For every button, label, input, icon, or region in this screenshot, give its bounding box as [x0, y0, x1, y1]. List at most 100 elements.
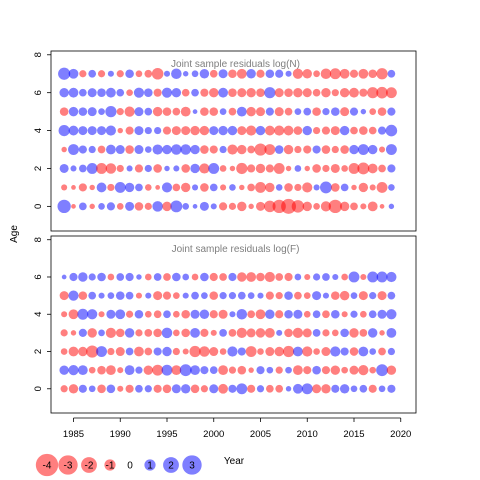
- residual-bubble: [125, 145, 134, 154]
- residual-bubble: [312, 365, 321, 375]
- residual-bubble: [191, 273, 199, 281]
- residual-bubble: [124, 328, 135, 338]
- residual-bubble: [313, 273, 321, 281]
- residual-bubble: [340, 107, 350, 117]
- legend-bubble: [144, 459, 156, 471]
- y-axis-title: Age: [9, 225, 20, 243]
- residual-bubble: [282, 345, 295, 358]
- residual-bubble: [125, 272, 134, 282]
- residual-bubble: [106, 87, 116, 98]
- residual-bubble: [265, 309, 275, 319]
- residual-bubble: [180, 182, 191, 193]
- residual-bubble: [294, 183, 302, 192]
- residual-bubble: [379, 146, 386, 153]
- y-tick-label: 6: [33, 274, 44, 279]
- residual-bubble: [340, 183, 349, 192]
- residual-bubble: [61, 146, 67, 153]
- residual-bubble: [71, 204, 76, 209]
- residual-bubble: [200, 88, 209, 97]
- residual-bubble: [88, 385, 96, 393]
- residual-bubble: [255, 125, 266, 136]
- residual-bubble: [218, 69, 228, 79]
- residual-bubble: [302, 88, 312, 98]
- residual-bubble: [180, 384, 191, 394]
- residual-bubble: [331, 309, 340, 319]
- residual-bubble: [151, 67, 164, 80]
- residual-bubble: [275, 292, 283, 300]
- residual-bubble: [181, 126, 191, 136]
- residual-bubble: [78, 126, 88, 136]
- residual-bubble: [219, 108, 227, 115]
- residual-bubble: [88, 273, 96, 281]
- residual-bubble: [358, 182, 369, 193]
- residual-bubble: [135, 183, 143, 192]
- residual-bubble: [125, 347, 134, 356]
- residual-bubble: [357, 162, 370, 175]
- plot-frame: [50, 50, 417, 232]
- residual-bubble: [201, 292, 208, 299]
- residual-bubble: [369, 348, 377, 355]
- residual-bubble: [199, 346, 210, 357]
- residual-bubble: [59, 107, 69, 116]
- residual-bubble: [98, 292, 105, 299]
- legend-label: -4: [43, 461, 52, 472]
- residual-bubble: [339, 68, 350, 79]
- residual-bubble: [330, 365, 341, 375]
- residual-bubble: [386, 365, 397, 375]
- residual-bubble: [106, 365, 116, 376]
- residual-bubble: [135, 292, 142, 299]
- residual-bubble: [339, 290, 350, 301]
- residual-bubble: [285, 165, 292, 172]
- residual-bubble: [246, 87, 256, 98]
- residual-bubble: [377, 107, 387, 116]
- residual-bubble: [303, 366, 312, 375]
- legend-label: -3: [64, 461, 73, 472]
- residual-bubble: [255, 181, 266, 193]
- residual-bubble: [369, 366, 377, 374]
- residual-bubble: [294, 108, 302, 115]
- residual-bubble: [265, 347, 275, 357]
- residual-bubble: [275, 384, 284, 393]
- residual-bubble: [227, 346, 238, 357]
- residual-bubble: [181, 328, 190, 338]
- residual-bubble: [255, 328, 266, 338]
- residual-bubble: [161, 364, 173, 376]
- residual-bubble: [293, 346, 303, 357]
- legend-bubble: [104, 459, 116, 471]
- residual-bubble: [341, 366, 348, 374]
- residual-bubble: [313, 203, 320, 210]
- residual-bubble: [265, 107, 274, 116]
- residual-bubble: [379, 204, 385, 209]
- residual-bubble: [181, 309, 190, 319]
- residual-bubble: [79, 70, 87, 78]
- residual-bubble: [116, 70, 124, 78]
- residual-bubble: [329, 68, 341, 80]
- residual-bubble: [180, 144, 191, 155]
- residual-bubble: [228, 69, 237, 79]
- residual-bubble: [237, 126, 247, 136]
- residual-bubble: [219, 202, 228, 211]
- residual-bubble: [61, 184, 68, 191]
- residual-bubble: [192, 204, 198, 209]
- residual-bubble: [256, 69, 265, 78]
- residual-bubble: [367, 163, 378, 174]
- y-tick-label: 4: [33, 312, 44, 317]
- residual-bubble: [210, 203, 217, 210]
- residual-bubble: [88, 69, 97, 78]
- residual-bubble: [387, 384, 396, 393]
- legend-label: 1: [147, 461, 153, 472]
- residual-bubble: [237, 347, 246, 356]
- residual-bubble: [387, 347, 395, 356]
- residual-bubble: [321, 126, 331, 135]
- residual-bubble: [237, 88, 247, 98]
- residual-bubble: [330, 346, 341, 357]
- residual-bubble: [134, 145, 144, 155]
- residual-bubble: [180, 106, 191, 117]
- residual-bubble: [264, 125, 275, 136]
- residual-bubble: [227, 125, 238, 136]
- residual-bubble: [116, 88, 125, 97]
- residual-bubble: [274, 107, 284, 117]
- y-tick-label: 8: [33, 52, 44, 57]
- residual-bubble: [322, 292, 329, 299]
- residual-bubble: [200, 366, 209, 375]
